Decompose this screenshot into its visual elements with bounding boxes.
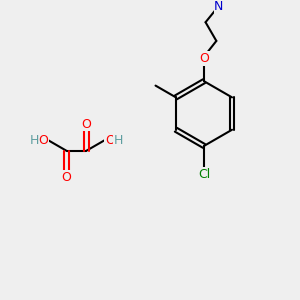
Text: O: O [105, 134, 115, 147]
Text: N: N [214, 0, 224, 13]
Text: H: H [114, 134, 123, 147]
Text: O: O [38, 134, 48, 147]
Text: Cl: Cl [198, 168, 210, 181]
Text: O: O [199, 52, 209, 65]
Text: O: O [62, 171, 71, 184]
Text: H: H [29, 134, 39, 147]
Text: O: O [81, 118, 91, 131]
